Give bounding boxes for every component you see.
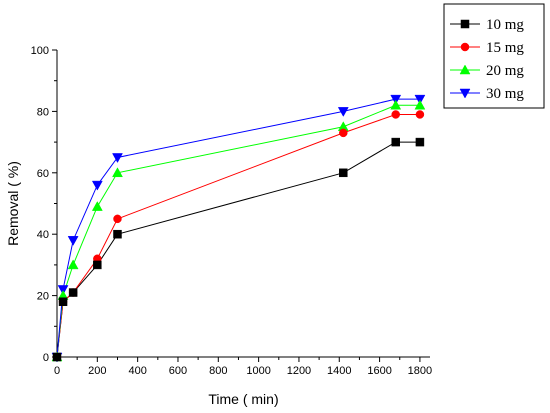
- data-point-series-1: [391, 137, 400, 147]
- legend-marker: [459, 88, 471, 99]
- data-point-series-1: [52, 352, 62, 362]
- y-axis-label: Removal ( %): [5, 161, 21, 246]
- x-ticks: 0 200 400 600 800 1000 1200 1400 1600 1800: [54, 357, 432, 377]
- data-point-series-4: [414, 94, 426, 105]
- x-tick-label: 1600: [367, 365, 391, 377]
- y-tick-label: 60: [37, 168, 49, 180]
- series-lines: [56, 98, 420, 358]
- legend: 10 mg 15 mg 20 mg 30 mg: [443, 3, 545, 109]
- legend-marker: [460, 19, 470, 29]
- x-axis-label: Time ( min): [208, 391, 278, 407]
- data-point-series-1: [58, 297, 68, 306]
- data-point-series-4: [390, 94, 402, 105]
- y-ticks: 0 20 40 60 80 100: [31, 45, 57, 364]
- data-point-series-3: [414, 99, 426, 110]
- legend-label: 10 mg: [486, 17, 524, 33]
- data-point-series-4: [57, 285, 69, 295]
- data-point-series-3: [112, 167, 123, 178]
- legend-items: 10 mg 15 mg 20 mg 30 mg: [450, 17, 524, 102]
- data-point-series-4: [112, 153, 123, 163]
- data-point-series-3: [67, 259, 79, 270]
- data-point-series-2: [339, 128, 348, 138]
- data-point-series-2: [391, 110, 400, 119]
- x-tick-label: 0: [54, 365, 60, 377]
- series-line-2: [56, 113, 420, 358]
- series-line-1: [56, 141, 420, 358]
- data-point-series-2: [113, 214, 122, 224]
- data-point-series-1: [68, 288, 78, 297]
- x-tick-label: 200: [88, 365, 106, 377]
- data-point-series-3: [91, 201, 103, 211]
- x-tick-label: 800: [209, 365, 227, 377]
- legend-marker: [460, 42, 470, 52]
- legend-label: 15 mg: [486, 40, 524, 56]
- data-point-series-3: [390, 99, 402, 110]
- data-point-series-1: [113, 229, 122, 239]
- y-tick-label: 100: [31, 45, 49, 57]
- data-point-series-4: [67, 236, 79, 246]
- data-point-series-4: [337, 107, 349, 117]
- x-tick-label: 600: [169, 365, 187, 377]
- y-tick-label: 80: [37, 106, 49, 118]
- y-tick-label: 0: [43, 352, 49, 364]
- data-point-series-1: [93, 260, 102, 270]
- series-markers: [51, 94, 426, 363]
- x-tick-label: 1200: [287, 365, 311, 377]
- x-tick-label: 1400: [327, 365, 351, 377]
- data-point-series-1: [415, 137, 425, 147]
- data-point-series-1: [339, 168, 348, 178]
- legend-label: 30 mg: [486, 86, 524, 102]
- y-tick-label: 20: [37, 291, 49, 303]
- series-line-4: [56, 98, 420, 358]
- y-tick-label: 40: [37, 229, 49, 241]
- x-tick-label: 400: [128, 365, 146, 377]
- x-tick-label: 1000: [246, 365, 270, 377]
- x-tick-label: 1800: [408, 365, 432, 377]
- legend-marker: [459, 64, 471, 75]
- data-point-series-4: [91, 180, 103, 191]
- plot-area: 0 200 400 600 800 1000 1200 1400 1600 1800 0 20 40 6…: [31, 45, 433, 377]
- legend-label: 20 mg: [486, 63, 524, 79]
- data-point-series-2: [415, 110, 425, 119]
